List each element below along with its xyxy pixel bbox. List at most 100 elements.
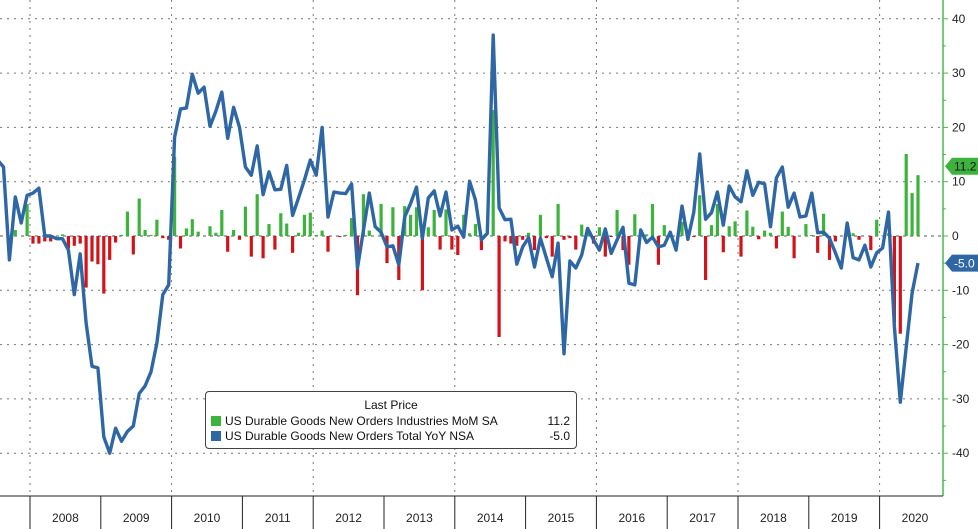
year-label: 2009 <box>123 511 150 525</box>
tag-mom: 11.2 <box>945 157 978 175</box>
bar-negative <box>721 236 725 253</box>
y-tick-label: -20 <box>952 338 970 352</box>
bar-positive <box>432 209 436 236</box>
bar-positive <box>538 214 542 236</box>
bar-negative <box>857 236 861 240</box>
bar-positive <box>350 218 354 236</box>
bar-positive <box>662 225 666 236</box>
bar-negative <box>562 236 566 240</box>
bar-positive <box>143 230 147 236</box>
bar-negative <box>108 236 112 260</box>
bar-negative <box>96 236 100 265</box>
bar-positive <box>751 226 755 236</box>
bar-positive <box>804 224 808 236</box>
bar-positive <box>184 228 188 236</box>
bar-positive <box>473 224 478 236</box>
bar-negative <box>37 236 41 244</box>
bar-positive <box>763 230 767 236</box>
bar-positive <box>13 230 17 236</box>
bar-negative <box>544 236 548 239</box>
bar-negative <box>892 236 896 323</box>
bar-positive <box>119 234 124 236</box>
y-tick-label: 0 <box>952 229 959 243</box>
bar-negative <box>574 236 578 250</box>
bar-positive <box>243 206 247 236</box>
right-axis: 40 30 20 10 0 -10 -20 -30 -40 <box>942 0 970 496</box>
bar-negative <box>450 236 454 250</box>
bar-negative <box>550 236 554 257</box>
bar-negative <box>273 236 277 250</box>
bar-positive <box>444 209 448 236</box>
bar-negative <box>420 236 424 291</box>
bar-positive <box>409 214 413 236</box>
bar-negative <box>102 236 106 294</box>
bar-negative <box>249 236 253 257</box>
bar-positive <box>296 232 301 236</box>
bar-positive <box>285 223 289 236</box>
bar-negative <box>603 236 607 257</box>
bar-negative <box>385 236 389 264</box>
bar-positive <box>810 234 814 236</box>
bar-positive <box>173 156 177 236</box>
tag-mom-shape <box>945 157 978 175</box>
bar-positive <box>426 227 430 236</box>
bar-negative <box>178 236 183 249</box>
year-label: 2020 <box>902 511 929 525</box>
y-tick-label: -10 <box>952 283 970 297</box>
bar-negative <box>739 236 743 257</box>
yoy-line-group <box>0 33 920 455</box>
bar-positive <box>308 212 312 236</box>
legend-value: 11.2 <box>547 413 570 428</box>
bar-positive <box>314 234 318 236</box>
bar-positive <box>727 226 731 236</box>
legend-swatch-green <box>211 415 221 426</box>
tag-yoy-shape <box>945 254 978 272</box>
legend-label: US Durable Goods New Orders Total YoY NS… <box>225 428 475 443</box>
bar-negative <box>161 236 165 239</box>
bar-positive <box>580 224 584 236</box>
bar-negative <box>515 236 519 246</box>
tag-yoy-value: -5.0 <box>954 257 975 271</box>
y-tick-label: 20 <box>952 120 966 134</box>
bar-negative <box>78 236 82 244</box>
bar-positive <box>680 221 684 236</box>
bar-positive <box>391 207 395 236</box>
bar-negative <box>49 236 53 242</box>
bar-positive <box>645 234 649 236</box>
bar-positive <box>650 203 655 236</box>
bar-positive <box>527 232 531 236</box>
legend-swatch-blue <box>211 430 221 441</box>
bar-positive <box>190 219 194 236</box>
mom-bars <box>13 110 920 337</box>
bar-negative <box>43 236 47 242</box>
legend-entry-mom: US Durable Goods New Orders Industries M… <box>206 413 576 428</box>
bar-negative <box>898 236 902 334</box>
year-label: 2017 <box>689 511 716 525</box>
bar-negative <box>816 236 820 253</box>
bar-negative <box>226 236 230 252</box>
bar-positive <box>881 235 885 236</box>
bar-negative <box>757 236 761 240</box>
year-label: 2011 <box>265 511 291 525</box>
legend-title: Last Price <box>364 398 418 412</box>
bar-negative <box>479 236 483 251</box>
bar-positive <box>155 219 159 236</box>
bar-negative <box>167 236 171 240</box>
bar-negative <box>833 236 837 242</box>
bar-negative <box>774 236 778 249</box>
bar-negative <box>827 236 832 260</box>
legend-label: US Durable Goods New Orders Industries M… <box>225 413 498 428</box>
bar-negative <box>692 236 696 238</box>
bar-positive <box>698 195 702 236</box>
bar-negative <box>90 236 94 262</box>
bar-negative <box>792 236 796 259</box>
bar-positive <box>733 221 737 236</box>
bar-negative <box>261 236 265 259</box>
year-label: 2014 <box>477 511 504 525</box>
bar-positive <box>149 234 153 236</box>
bar-negative <box>291 236 295 253</box>
bar-positive <box>137 198 141 236</box>
bar-negative <box>869 236 873 251</box>
bar-negative <box>609 236 613 238</box>
